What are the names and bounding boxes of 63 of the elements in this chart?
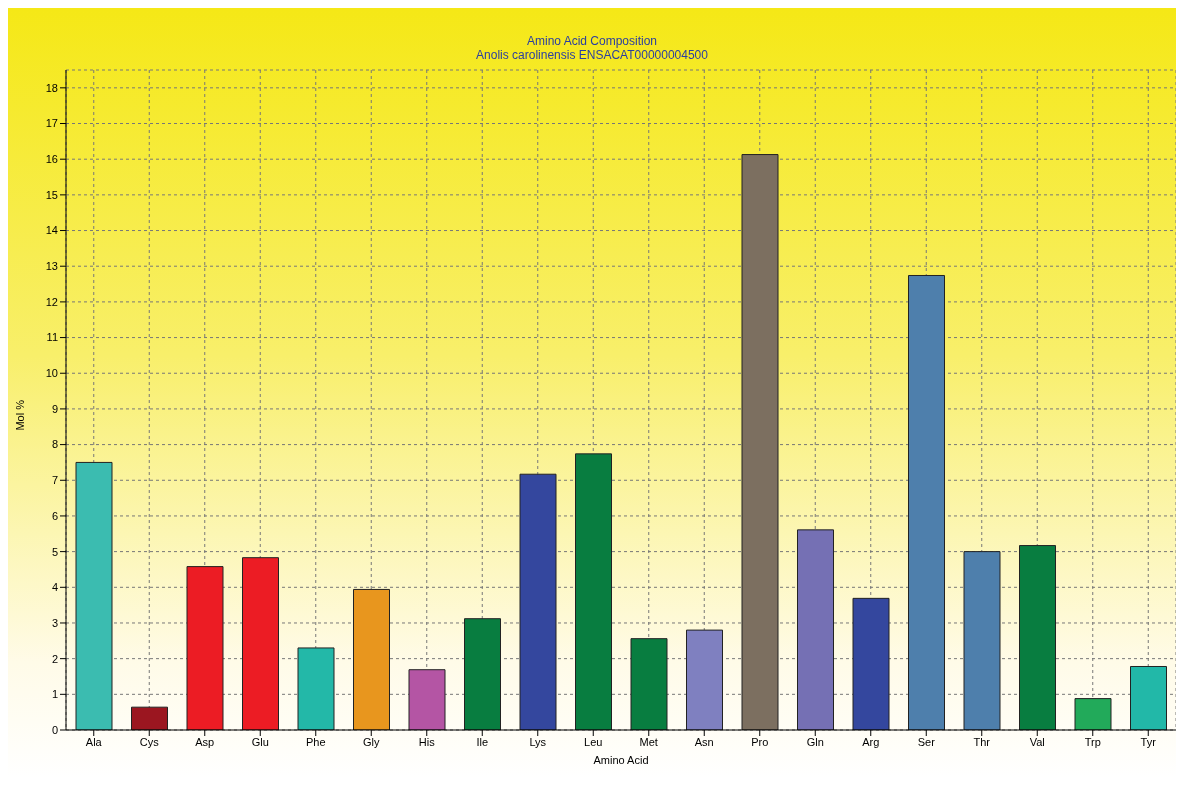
- x-tick-label: His: [418, 735, 436, 748]
- bar: [797, 529, 834, 730]
- bar: [1130, 666, 1167, 730]
- x-tick-label: Trp: [1084, 735, 1101, 748]
- chart-title: Amino Acid Composition: [525, 34, 659, 48]
- bar: [1074, 698, 1112, 730]
- bar: [464, 618, 501, 730]
- bar: [963, 551, 1001, 730]
- bar: [852, 597, 890, 730]
- y-tick-label: 14: [45, 224, 58, 237]
- x-tick-label: Gly: [363, 735, 380, 748]
- y-tick-label: 7: [51, 474, 58, 487]
- bar: [408, 669, 446, 730]
- y-tick-label: 13: [45, 260, 58, 273]
- bar: [75, 461, 113, 730]
- y-tick-label: 18: [45, 81, 58, 94]
- x-tick-label: Asn: [694, 735, 714, 748]
- y-tick-label: 11: [46, 331, 58, 344]
- y-tick-label: 12: [45, 295, 58, 308]
- bar: [186, 566, 224, 730]
- x-tick-label: Lys: [529, 735, 547, 748]
- bar: [519, 473, 557, 730]
- y-tick-label: 15: [45, 188, 58, 201]
- y-tick-label: 2: [51, 652, 58, 665]
- x-axis-title: Amino Acid: [593, 754, 649, 766]
- bar: [741, 154, 779, 730]
- x-tick-label: Val: [1029, 735, 1045, 748]
- x-tick-label: Arg: [862, 735, 880, 748]
- bar: [242, 557, 279, 730]
- x-tick-label: Glu: [251, 735, 269, 748]
- bar: [297, 647, 335, 730]
- y-tick-label: 3: [51, 616, 58, 629]
- y-tick-label: 10: [45, 367, 58, 380]
- bar: [1019, 545, 1056, 730]
- y-tick-label: 17: [45, 117, 58, 130]
- bar: [353, 588, 390, 730]
- y-tick-label: 5: [51, 545, 58, 558]
- y-tick-label: 8: [51, 438, 58, 451]
- x-tick-label: Asp: [195, 735, 215, 748]
- chart-subtitle: Anolis carolinensis ENSACAT00000004500: [475, 48, 709, 62]
- y-axis-title: Mol %: [13, 399, 26, 431]
- bar: [908, 274, 945, 730]
- x-tick-label: Ser: [917, 735, 936, 748]
- y-tick-label: 0: [51, 723, 58, 736]
- bar: [630, 638, 668, 730]
- y-tick-label: 4: [51, 581, 58, 594]
- x-tick-label: Ala: [85, 735, 103, 748]
- bar: [575, 453, 612, 730]
- y-tick-label: 16: [45, 153, 58, 166]
- x-tick-label: Thr: [973, 735, 991, 748]
- y-tick-label: 6: [51, 509, 58, 522]
- x-tick-label: Leu: [584, 735, 603, 748]
- x-tick-label: Cys: [139, 735, 160, 748]
- y-tick-label: 9: [51, 402, 58, 415]
- x-tick-label: Pro: [751, 735, 769, 748]
- x-tick-label: Phe: [305, 735, 326, 748]
- bar: [686, 629, 723, 730]
- bar: [131, 706, 168, 730]
- x-tick-label: Ile: [476, 735, 489, 748]
- x-tick-label: Met: [639, 735, 658, 748]
- x-tick-label: Tyr: [1140, 735, 1157, 748]
- y-tick-label: 1: [51, 688, 58, 701]
- x-tick-label: Gln: [806, 735, 824, 748]
